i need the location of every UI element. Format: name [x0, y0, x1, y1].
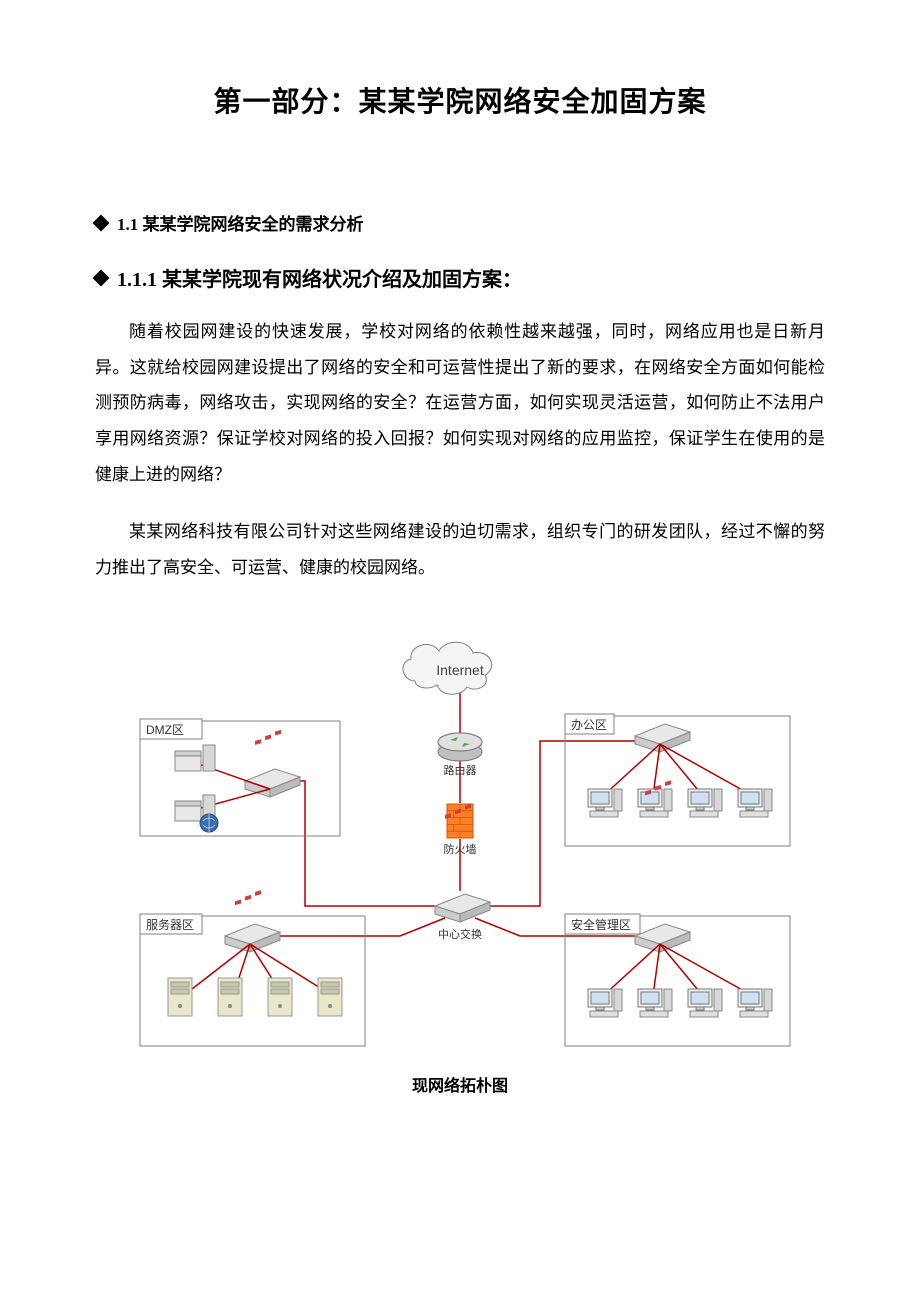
- diagram-caption: 现网络拓朴图: [412, 1072, 508, 1096]
- svg-text:安全管理区: 安全管理区: [571, 917, 631, 932]
- svg-text:路由器: 路由器: [444, 763, 477, 777]
- svg-text:中心交换: 中心交换: [438, 927, 482, 941]
- heading-1-1: 1.1 某某学院网络安全的需求分析: [95, 210, 825, 235]
- svg-text:Internet: Internet: [436, 662, 484, 678]
- diamond-bullet-icon: [93, 269, 110, 286]
- network-topology-diagram: Internet 路由器防火墙中心交换 DMZ区 办公区服务器区 安全管理区: [120, 616, 800, 1066]
- page-title: 第一部分：某某学院网络安全加固方案: [95, 80, 825, 120]
- heading-1-1-text: 1.1 某某学院网络安全的需求分析: [117, 210, 364, 235]
- paragraph-1: 随着校园网建设的快速发展，学校对网络的依赖性越来越强，同时，网络应用也是日新月异…: [95, 314, 825, 492]
- svg-text:办公区: 办公区: [571, 717, 607, 732]
- paragraph-2: 某某网络科技有限公司针对这些网络建设的迫切需求，组织专门的研发团队，经过不懈的努…: [95, 514, 825, 585]
- svg-text:DMZ区: DMZ区: [146, 723, 184, 737]
- network-diagram-container: Internet 路由器防火墙中心交换 DMZ区 办公区服务器区 安全管理区 现网络拓朴…: [95, 616, 825, 1096]
- svg-text:防火墙: 防火墙: [444, 842, 477, 856]
- svg-text:服务器区: 服务器区: [146, 917, 194, 932]
- diamond-bullet-icon: [93, 214, 110, 231]
- heading-1-1-1: 1.1.1 某某学院现有网络状况介绍及加固方案：: [95, 263, 825, 292]
- heading-1-1-1-text: 1.1.1 某某学院现有网络状况介绍及加固方案：: [117, 263, 522, 292]
